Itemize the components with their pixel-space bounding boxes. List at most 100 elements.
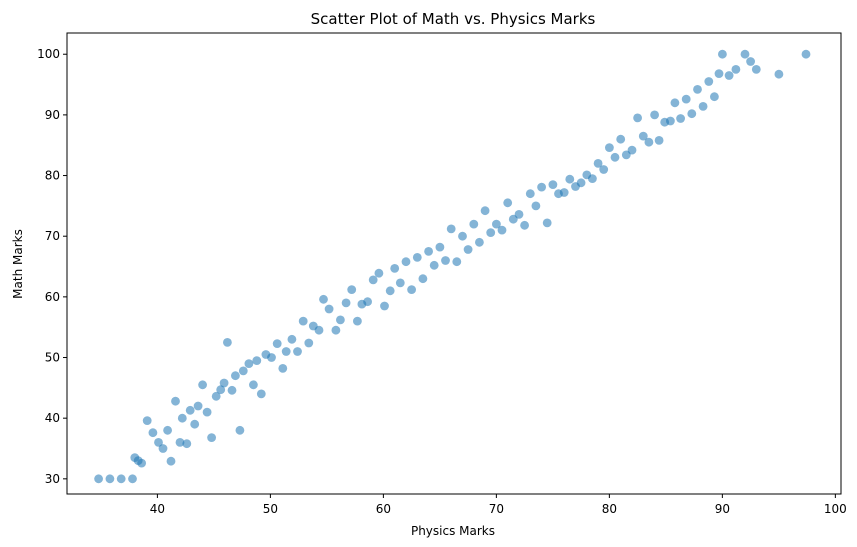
y-axis-ticks: 30 40 50 60 70 80 90 100 (37, 47, 67, 486)
data-point (94, 474, 103, 484)
data-point (190, 419, 200, 429)
data-point (475, 237, 484, 247)
data-point (616, 134, 626, 144)
x-tick-label: 90 (715, 502, 730, 516)
data-point (435, 242, 445, 252)
data-point (207, 433, 217, 442)
data-point (654, 136, 664, 145)
data-point (341, 298, 351, 308)
data-point (298, 316, 308, 326)
data-point (704, 77, 714, 86)
data-point (281, 347, 291, 356)
data-point (249, 380, 258, 390)
data-point (525, 189, 535, 199)
data-point (211, 391, 221, 401)
data-point (219, 378, 229, 388)
data-point (503, 198, 513, 208)
x-tick-label: 50 (263, 502, 278, 516)
data-point (724, 71, 734, 80)
data-point (293, 347, 302, 356)
data-point (331, 325, 341, 335)
data-point (256, 389, 266, 399)
data-point (177, 413, 187, 423)
data-point (718, 49, 727, 59)
data-point (223, 338, 232, 347)
data-point (486, 228, 496, 238)
data-point (175, 438, 185, 447)
data-point (548, 180, 558, 190)
data-point (520, 220, 529, 230)
data-point (576, 178, 586, 188)
data-point (368, 275, 378, 285)
data-point (185, 405, 195, 415)
data-point (446, 224, 456, 234)
data-point (676, 114, 685, 123)
data-point (198, 380, 208, 390)
data-point (492, 219, 501, 229)
data-point (182, 439, 192, 449)
data-point (638, 131, 648, 141)
y-tick-label: 60 (45, 290, 60, 304)
data-point (347, 285, 357, 294)
data-point (336, 315, 345, 325)
data-point (681, 94, 691, 104)
data-point (710, 92, 719, 102)
data-point (429, 260, 439, 270)
data-point (166, 456, 176, 466)
x-tick-label: 40 (150, 502, 165, 516)
data-point (650, 110, 659, 120)
data-point (714, 69, 724, 78)
data-point (287, 334, 297, 344)
data-point (458, 231, 467, 241)
data-point (441, 256, 450, 265)
data-point (469, 219, 479, 229)
x-tick-label: 60 (376, 502, 391, 516)
data-point (740, 49, 750, 59)
data-point (537, 182, 546, 192)
data-point (542, 218, 552, 228)
x-axis-ticks: 40 50 60 70 80 90 100 (150, 494, 847, 516)
data-point (633, 113, 642, 123)
data-point (244, 359, 254, 368)
data-point (424, 247, 433, 256)
data-point (731, 65, 741, 74)
data-point (324, 304, 334, 314)
x-tick-label: 70 (489, 502, 504, 516)
data-point (605, 143, 614, 153)
data-point (452, 257, 462, 267)
data-point (627, 145, 637, 155)
data-point (171, 396, 180, 406)
x-tick-label: 100 (824, 502, 847, 516)
data-point (698, 102, 708, 111)
data-point (319, 294, 328, 304)
data-point (565, 174, 575, 184)
y-tick-label: 100 (37, 47, 60, 61)
data-point (610, 152, 620, 162)
data-point (751, 65, 761, 74)
data-point (163, 425, 173, 435)
data-point (374, 268, 384, 278)
data-point (278, 364, 288, 373)
y-tick-label: 80 (45, 169, 60, 183)
data-point (588, 174, 597, 184)
data-point (463, 245, 473, 254)
data-point (380, 301, 389, 311)
data-point (497, 225, 507, 235)
chart-title: Scatter Plot of Math vs. Physics Marks (311, 10, 596, 28)
data-point (514, 210, 524, 219)
data-point (128, 474, 137, 484)
x-axis-label: Physics Marks (411, 524, 495, 538)
data-point (252, 356, 262, 365)
data-point (531, 201, 541, 211)
data-point (559, 188, 569, 197)
data-point (390, 264, 400, 273)
data-point (238, 366, 248, 376)
data-point (137, 458, 147, 468)
data-point (599, 165, 609, 174)
data-point (235, 425, 245, 435)
data-point (353, 316, 362, 326)
data-point (105, 474, 115, 484)
data-point (314, 325, 324, 335)
data-point (395, 278, 405, 288)
